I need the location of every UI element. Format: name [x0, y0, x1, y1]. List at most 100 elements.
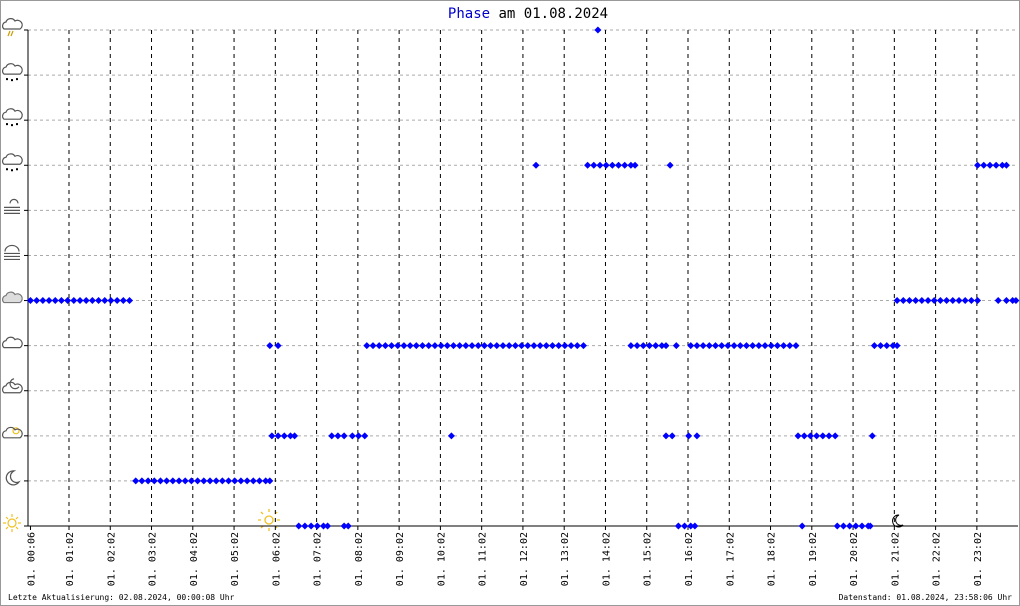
point — [487, 342, 495, 350]
point — [425, 342, 433, 350]
point — [542, 342, 550, 350]
point — [974, 161, 982, 169]
point — [800, 432, 808, 440]
point — [773, 342, 781, 350]
point — [736, 342, 744, 350]
point — [113, 297, 121, 305]
icon-part — [2, 336, 23, 349]
y-tick-icon — [2, 18, 23, 37]
point — [905, 297, 913, 305]
point — [340, 522, 348, 530]
point — [949, 297, 957, 305]
point — [532, 161, 540, 169]
icon-part — [9, 378, 20, 390]
point — [761, 342, 769, 350]
y-tick-icon — [2, 378, 23, 394]
point — [194, 477, 202, 485]
point — [567, 342, 575, 350]
icon-part — [4, 244, 20, 261]
point — [375, 342, 383, 350]
point — [596, 161, 604, 169]
point — [631, 161, 639, 169]
point — [119, 297, 127, 305]
point — [561, 342, 569, 350]
point — [163, 477, 171, 485]
point — [144, 477, 152, 485]
point — [64, 297, 72, 305]
point — [274, 342, 282, 350]
point — [412, 342, 420, 350]
point — [26, 297, 34, 305]
point — [156, 477, 164, 485]
point — [266, 342, 274, 350]
point — [231, 477, 239, 485]
point — [666, 161, 674, 169]
point — [286, 432, 294, 440]
point — [852, 522, 860, 530]
point — [584, 161, 592, 169]
point — [218, 477, 226, 485]
y-tick-icon — [2, 153, 23, 172]
point — [755, 342, 763, 350]
point — [319, 522, 327, 530]
icon-part — [3, 514, 21, 532]
point — [1002, 161, 1010, 169]
y-tick-icon — [2, 426, 23, 439]
point — [573, 342, 581, 350]
point — [138, 477, 146, 485]
icon-part — [2, 426, 23, 439]
point — [831, 432, 839, 440]
point — [530, 342, 538, 350]
point — [668, 432, 676, 440]
point — [474, 342, 482, 350]
point — [243, 477, 251, 485]
point — [924, 297, 932, 305]
point — [627, 342, 635, 350]
point — [524, 342, 532, 350]
point — [730, 342, 738, 350]
point — [57, 297, 65, 305]
x-tick-label: 01. 12:02 — [519, 532, 530, 586]
point — [866, 522, 874, 530]
point — [307, 522, 315, 530]
point — [627, 161, 635, 169]
point — [980, 161, 988, 169]
icon-part — [4, 198, 20, 214]
sunrise-icon — [258, 509, 280, 531]
point — [839, 522, 847, 530]
y-tick-icon — [2, 336, 23, 349]
point — [645, 342, 653, 350]
point — [1002, 297, 1010, 305]
point — [633, 342, 641, 350]
point — [449, 342, 457, 350]
point — [833, 522, 841, 530]
point — [687, 522, 695, 530]
icon-part — [6, 78, 18, 82]
point — [943, 297, 951, 305]
point — [313, 522, 321, 530]
point — [986, 161, 994, 169]
point — [699, 342, 707, 350]
point — [870, 342, 878, 350]
x-tick-label: 01. 01:02 — [65, 532, 76, 586]
x-tick-label: 01. 05:02 — [230, 532, 241, 586]
point — [825, 432, 833, 440]
point — [88, 297, 96, 305]
point — [181, 477, 189, 485]
point — [493, 342, 501, 350]
point — [70, 297, 78, 305]
point — [280, 432, 288, 440]
point — [45, 297, 53, 305]
point — [443, 342, 451, 350]
point — [685, 432, 693, 440]
point — [555, 342, 563, 350]
point — [447, 432, 455, 440]
point — [868, 432, 876, 440]
x-tick-label: 01. 15:02 — [643, 532, 654, 586]
point — [291, 432, 299, 440]
point — [206, 477, 214, 485]
point — [505, 342, 513, 350]
point — [82, 297, 90, 305]
x-tick-label: 01. 17:02 — [725, 532, 736, 586]
